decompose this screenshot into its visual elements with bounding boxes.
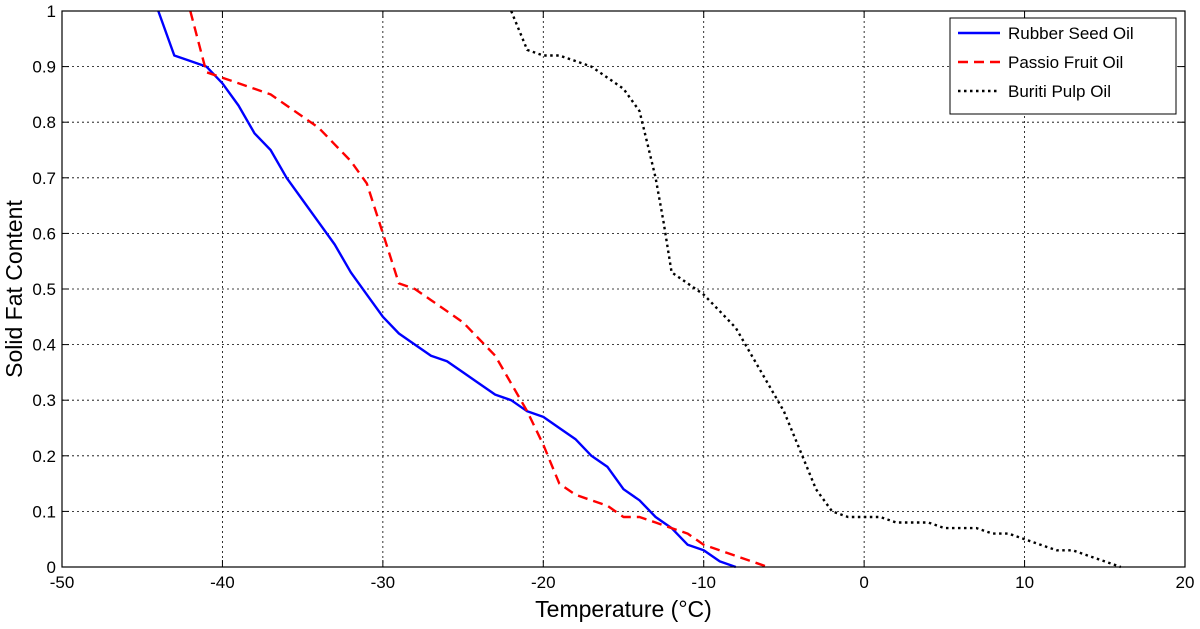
x-tick-label: -10 [691, 573, 716, 592]
y-tick-label: 0 [47, 558, 56, 577]
series-line-passio-fruit-oil [189, 10, 769, 569]
series-line-rubber-seed-oil [157, 10, 737, 569]
legend-label: Passio Fruit Oil [1008, 53, 1123, 72]
y-tick-label: 0.4 [32, 336, 56, 355]
legend: Rubber Seed Oil Passio Fruit Oil Buriti Pu… [949, 17, 1177, 115]
y-tick-label: 0.3 [32, 391, 56, 410]
y-tick-label: 0.1 [32, 502, 56, 521]
x-tick-label: -30 [371, 573, 396, 592]
axis-ticks: -50 -40 -30 -20 -10 0 10 20 0 0.1 0.2 0.3 0.4 0.5 0.6 0… [32, 2, 1194, 592]
y-tick-label: 1 [47, 2, 56, 21]
legend-label: Rubber Seed Oil [1008, 24, 1134, 43]
y-axis-title: Solid Fat Content [1, 200, 27, 378]
x-tick-label: 0 [859, 573, 868, 592]
y-tick-label: 0.9 [32, 58, 56, 77]
y-tick-label: 0.6 [32, 224, 56, 243]
x-axis-title: Temperature (°C) [535, 596, 712, 622]
x-tick-label: -50 [50, 573, 75, 592]
x-tick-label: 10 [1015, 573, 1034, 592]
x-tick-label: 20 [1176, 573, 1195, 592]
x-tick-label: -40 [210, 573, 235, 592]
y-tick-label: 0.5 [32, 280, 56, 299]
legend-label: Buriti Pulp Oil [1008, 82, 1111, 101]
y-tick-label: 0.8 [32, 113, 56, 132]
y-tick-label: 0.7 [32, 169, 56, 188]
y-tick-label: 0.2 [32, 447, 56, 466]
x-tick-label: -20 [531, 573, 556, 592]
series-layer [157, 10, 1122, 569]
